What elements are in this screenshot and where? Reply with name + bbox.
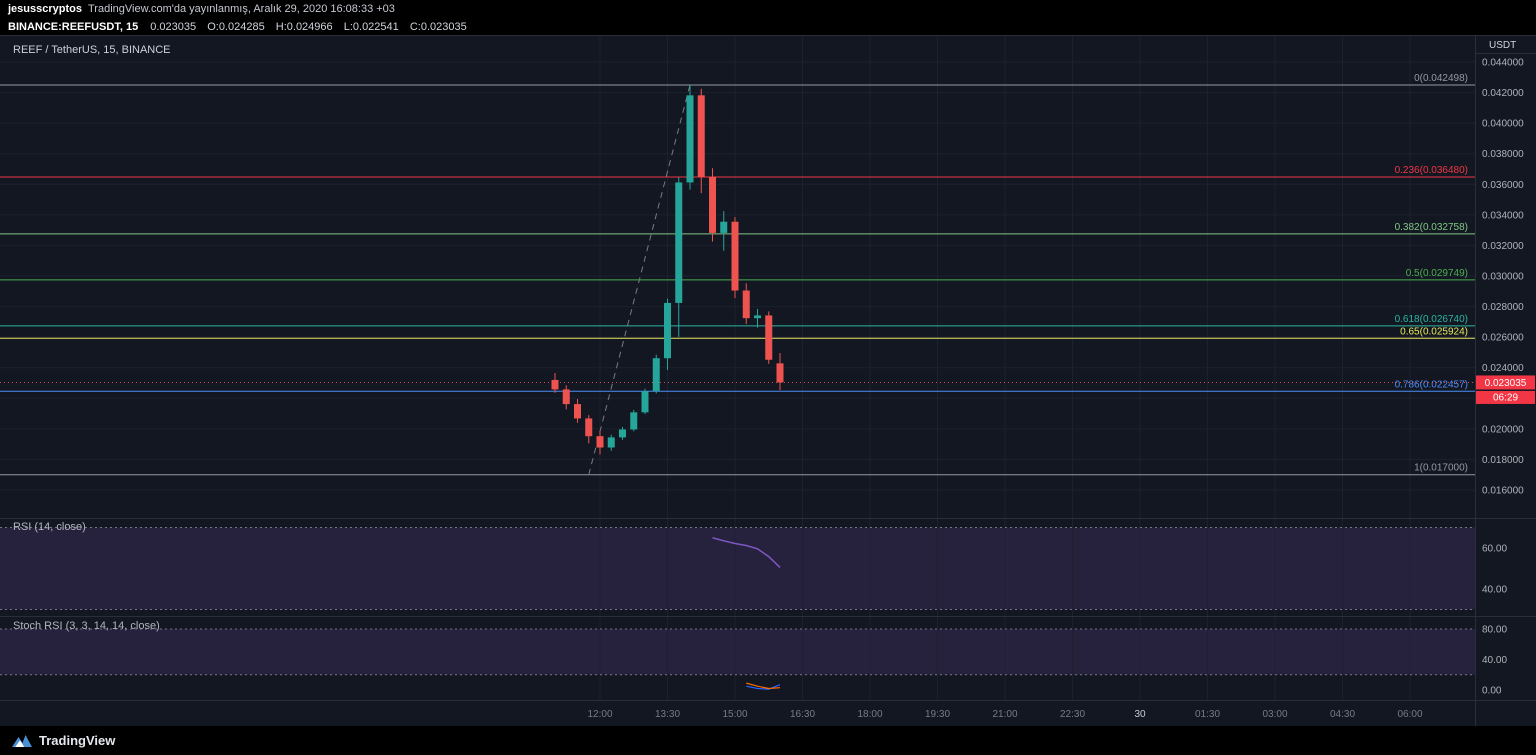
time-axis-label: 30 xyxy=(1134,709,1146,720)
time-axis-label: 03:00 xyxy=(1262,709,1287,720)
open-value: O:0.024285 xyxy=(207,21,265,33)
price-axis-label: 0.016000 xyxy=(1482,485,1524,496)
stoch-rsi-pane xyxy=(0,628,1475,690)
time-axis-label: 18:00 xyxy=(857,709,882,720)
rsi-scale-label: 40.00 xyxy=(1482,585,1507,596)
price-axis-label: 0.024000 xyxy=(1482,363,1524,374)
candle xyxy=(720,221,728,233)
close-value: C:0.023035 xyxy=(409,21,467,33)
stoch-rsi-indicator-label[interactable]: Stoch RSI (3, 3, 14, 14, close) xyxy=(13,620,160,632)
indicator-band-fills xyxy=(0,527,1475,675)
svg-text:0.023035: 0.023035 xyxy=(1485,378,1527,389)
tradingview-brand[interactable]: TradingView xyxy=(39,733,116,748)
candle xyxy=(697,95,705,177)
candlestick-series xyxy=(551,84,784,455)
price-axis[interactable]: USDT 0.044000 0.042000 0.040000 0.038000 0.03… xyxy=(1475,36,1536,700)
price-axis-label: 0.032000 xyxy=(1482,241,1524,252)
publish-bar: jesusscryptos TradingView.com'da yayınlan… xyxy=(0,0,1536,18)
price-axis-label: 0.030000 xyxy=(1482,271,1524,282)
last-price-badge xyxy=(1476,375,1535,390)
fib-level-label: 0(0.042498) xyxy=(1414,73,1468,84)
candle xyxy=(607,437,615,448)
price-axis-label: 0.040000 xyxy=(1482,119,1524,130)
countdown-badge xyxy=(1476,390,1535,404)
price-axis-label: 0.034000 xyxy=(1482,210,1524,221)
low-value: L:0.022541 xyxy=(343,21,399,33)
publisher-name: jesusscryptos xyxy=(8,3,82,15)
time-axis-label: 13:30 xyxy=(655,709,680,720)
candle xyxy=(619,429,626,438)
price-axis-label: 0.020000 xyxy=(1482,424,1524,435)
fib-level-label: 0.382(0.032758) xyxy=(1395,222,1468,233)
candle xyxy=(652,358,660,392)
candle xyxy=(754,315,761,319)
fib-level-label: 0.236(0.036480) xyxy=(1395,165,1468,176)
time-axis-label: 12:00 xyxy=(587,709,612,720)
time-axis-label: 19:30 xyxy=(925,709,950,720)
tradingview-logo-icon[interactable] xyxy=(12,734,32,748)
publish-info: TradingView.com'da yayınlanmış, Aralık 2… xyxy=(87,3,395,15)
stoch-scale-label: 80.00 xyxy=(1482,625,1507,636)
price-axis-label: 0.044000 xyxy=(1482,58,1524,69)
rsi-line xyxy=(712,537,781,569)
time-axis-label: 04:30 xyxy=(1330,709,1355,720)
time-axis-label: 22:30 xyxy=(1060,709,1085,720)
candle xyxy=(641,391,649,413)
chart-canvas[interactable]: 0(0.042498) 0.236(0.036480) 0.382(0.032758… xyxy=(0,36,1536,726)
candle xyxy=(731,221,739,291)
price-axis-label: 0.028000 xyxy=(1482,302,1524,313)
time-axis-label: 15:00 xyxy=(722,709,747,720)
time-axis-label: 01:30 xyxy=(1195,709,1220,720)
price-axis-label: 0.018000 xyxy=(1482,455,1524,466)
price-axis-label: 0.042000 xyxy=(1482,88,1524,99)
pane-separators xyxy=(0,36,1536,726)
candle xyxy=(765,315,773,360)
candle xyxy=(776,363,784,383)
candle xyxy=(585,418,593,437)
stoch-d-line xyxy=(746,682,781,690)
grid xyxy=(0,36,1475,700)
fib-level-label: 0.618(0.026740) xyxy=(1395,314,1468,325)
candle xyxy=(574,404,581,419)
symbol-name: BINANCE:REEFUSDT, 15 xyxy=(8,21,139,33)
price-axis-label: 0.036000 xyxy=(1482,180,1524,191)
chart-legend[interactable]: REEF / TetherUS, 15, BINANCE xyxy=(13,44,171,56)
time-axis-label: 16:30 xyxy=(790,709,815,720)
rsi-pane xyxy=(0,527,1475,610)
candle xyxy=(551,379,559,390)
fib-level-label: 0.65(0.025924) xyxy=(1400,326,1468,337)
fib-level-label: 0.786(0.022457) xyxy=(1395,379,1468,390)
stoch-scale-label: 0.00 xyxy=(1482,686,1502,697)
fib-level-label: 0.5(0.029749) xyxy=(1406,268,1468,279)
candle xyxy=(630,412,638,430)
fib-trendline xyxy=(0,84,1475,475)
axis-currency-label: USDT xyxy=(1489,40,1516,51)
candle xyxy=(664,302,671,359)
price-badges: 0.023035 06:29 xyxy=(1476,375,1535,404)
footer-bar: TradingView xyxy=(0,726,1536,755)
high-value: H:0.024966 xyxy=(275,21,333,33)
candle xyxy=(742,290,750,319)
last-price-value: 0.023035 xyxy=(150,21,197,33)
price-axis-label: 0.038000 xyxy=(1482,149,1524,160)
time-axis-label: 21:00 xyxy=(992,709,1017,720)
stoch-scale-label: 40.00 xyxy=(1482,655,1507,666)
candle xyxy=(686,95,694,183)
time-axis[interactable]: 12:00 13:30 15:00 16:30 18:00 19:30 21:00 22:30… xyxy=(0,700,1475,726)
rsi-indicator-label[interactable]: RSI (14, close) xyxy=(13,521,86,533)
time-axis-label: 06:00 xyxy=(1397,709,1422,720)
symbol-info-bar: BINANCE:REEFUSDT, 15 0.023035 O:0.024285… xyxy=(0,18,1536,36)
candle xyxy=(596,436,604,448)
candle xyxy=(675,182,683,303)
stoch-k-line xyxy=(746,684,781,690)
price-axis-label: 0.026000 xyxy=(1482,333,1524,344)
candle xyxy=(709,176,716,233)
svg-text:06:29: 06:29 xyxy=(1493,392,1518,403)
candle xyxy=(562,389,570,405)
fib-level-label: 1(0.017000) xyxy=(1414,463,1468,474)
rsi-scale-label: 60.00 xyxy=(1482,544,1507,555)
